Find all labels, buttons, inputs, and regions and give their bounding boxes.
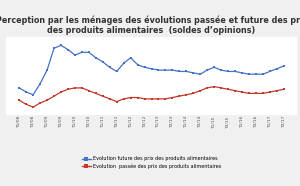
Evolution future des prix des produits alimentaires [59, 44, 63, 46]
Evolution future des prix des produits alimentaires [282, 65, 286, 67]
Evolution future des prix des produits alimentaires [136, 63, 140, 66]
Evolution future des prix des produits alimentaires [240, 72, 244, 74]
Evolution  passée des prix des produits alimentaires [268, 91, 272, 93]
Evolution future des prix des produits alimentaires [206, 69, 209, 71]
Evolution future des prix des produits alimentaires [38, 83, 42, 85]
Evolution future des prix des produits alimentaires [261, 73, 265, 75]
Evolution future des prix des produits alimentaires [115, 70, 119, 73]
Evolution  passée des prix des produits alimentaires [233, 89, 237, 92]
Evolution  passée des prix des produits alimentaires [184, 94, 188, 96]
Evolution future des prix des produits alimentaires [219, 69, 223, 71]
Evolution future des prix des produits alimentaires [226, 70, 230, 73]
Evolution future des prix des produits alimentaires [233, 70, 237, 73]
Evolution  passée des prix des produits alimentaires [66, 88, 70, 90]
Evolution future des prix des produits alimentaires [129, 57, 132, 59]
Evolution future des prix des produits alimentaires [101, 61, 105, 63]
Evolution  passée des prix des produits alimentaires [129, 96, 132, 99]
Evolution future des prix des produits alimentaires [275, 68, 279, 70]
Evolution future des prix des produits alimentaires [191, 72, 195, 74]
Evolution  passée des prix des produits alimentaires [191, 92, 195, 94]
Evolution  passée des prix des produits alimentaires [38, 102, 42, 104]
Evolution  passée des prix des produits alimentaires [87, 89, 91, 92]
Evolution future des prix des produits alimentaires [108, 66, 112, 68]
Evolution  passée des prix des produits alimentaires [17, 99, 21, 101]
Evolution  passée des prix des produits alimentaires [254, 92, 258, 94]
Evolution future des prix des produits alimentaires [212, 66, 216, 68]
Evolution future des prix des produits alimentaires [32, 94, 35, 96]
Evolution future des prix des produits alimentaires [254, 73, 258, 75]
Evolution  passée des prix des produits alimentaires [45, 99, 49, 101]
Evolution  passée des prix des produits alimentaires [164, 98, 167, 100]
Evolution future des prix des produits alimentaires [184, 70, 188, 73]
Evolution future des prix des produits alimentaires [87, 51, 91, 53]
Evolution  passée des prix des produits alimentaires [101, 95, 105, 97]
Evolution  passée des prix des produits alimentaires [115, 100, 119, 103]
Evolution  passée des prix des produits alimentaires [143, 98, 146, 100]
Evolution  passée des prix des produits alimentaires [108, 98, 112, 100]
Evolution  passée des prix des produits alimentaires [219, 87, 223, 89]
Evolution future des prix des produits alimentaires [94, 57, 98, 59]
Evolution future des prix des produits alimentaires [143, 66, 146, 68]
Evolution  passée des prix des produits alimentaires [282, 88, 286, 90]
Evolution future des prix des produits alimentaires [66, 48, 70, 51]
Evolution  passée des prix des produits alimentaires [94, 92, 98, 94]
Evolution  passée des prix des produits alimentaires [59, 91, 63, 93]
Evolution  passée des prix des produits alimentaires [73, 87, 77, 89]
Evolution  passée des prix des produits alimentaires [198, 89, 202, 92]
Evolution future des prix des produits alimentaires [122, 62, 125, 64]
Evolution future des prix des produits alimentaires [198, 73, 202, 75]
Evolution future des prix des produits alimentaires [73, 54, 77, 56]
Evolution future des prix des produits alimentaires [247, 73, 251, 75]
Evolution  passée des prix des produits alimentaires [247, 92, 251, 94]
Evolution  passée des prix des produits alimentaires [226, 88, 230, 90]
Evolution future des prix des produits alimentaires [52, 47, 56, 49]
Evolution future des prix des produits alimentaires [164, 69, 167, 71]
Evolution  passée des prix des produits alimentaires [261, 92, 265, 94]
Evolution  passée des prix des produits alimentaires [24, 103, 28, 105]
Evolution  passée des prix des produits alimentaires [275, 89, 279, 92]
Evolution future des prix des produits alimentaires [157, 69, 160, 71]
Evolution  passée des prix des produits alimentaires [206, 87, 209, 89]
Evolution  passée des prix des produits alimentaires [32, 106, 35, 108]
Evolution  passée des prix des produits alimentaires [150, 98, 153, 100]
Evolution  passée des prix des produits alimentaires [157, 98, 160, 100]
Evolution  passée des prix des produits alimentaires [80, 87, 84, 89]
Evolution future des prix des produits alimentaires [45, 69, 49, 71]
Evolution  passée des prix des produits alimentaires [178, 95, 181, 97]
Evolution future des prix des produits alimentaires [268, 70, 272, 73]
Evolution  passée des prix des produits alimentaires [52, 95, 56, 97]
Evolution future des prix des produits alimentaires [178, 70, 181, 73]
Evolution  passée des prix des produits alimentaires [171, 96, 174, 99]
Evolution future des prix des produits alimentaires [171, 69, 174, 71]
Evolution  passée des prix des produits alimentaires [240, 91, 244, 93]
Line: Evolution  passée des prix des produits alimentaires: Evolution passée des prix des produits a… [18, 85, 285, 108]
Title: Perception par les ménages des évolutions passée et future des prix
des produits: Perception par les ménages des évolution… [0, 15, 300, 35]
Evolution future des prix des produits alimentaires [80, 51, 84, 53]
Evolution  passée des prix des produits alimentaires [136, 96, 140, 99]
Evolution future des prix des produits alimentaires [17, 87, 21, 89]
Line: Evolution future des prix des produits alimentaires: Evolution future des prix des produits a… [18, 44, 285, 96]
Evolution  passée des prix des produits alimentaires [122, 98, 125, 100]
Evolution future des prix des produits alimentaires [150, 68, 153, 70]
Legend: Evolution future des prix des produits alimentaires, Evolution  passée des prix : Evolution future des prix des produits a… [82, 156, 221, 169]
Evolution  passée des prix des produits alimentaires [212, 85, 216, 88]
Evolution future des prix des produits alimentaires [24, 91, 28, 93]
